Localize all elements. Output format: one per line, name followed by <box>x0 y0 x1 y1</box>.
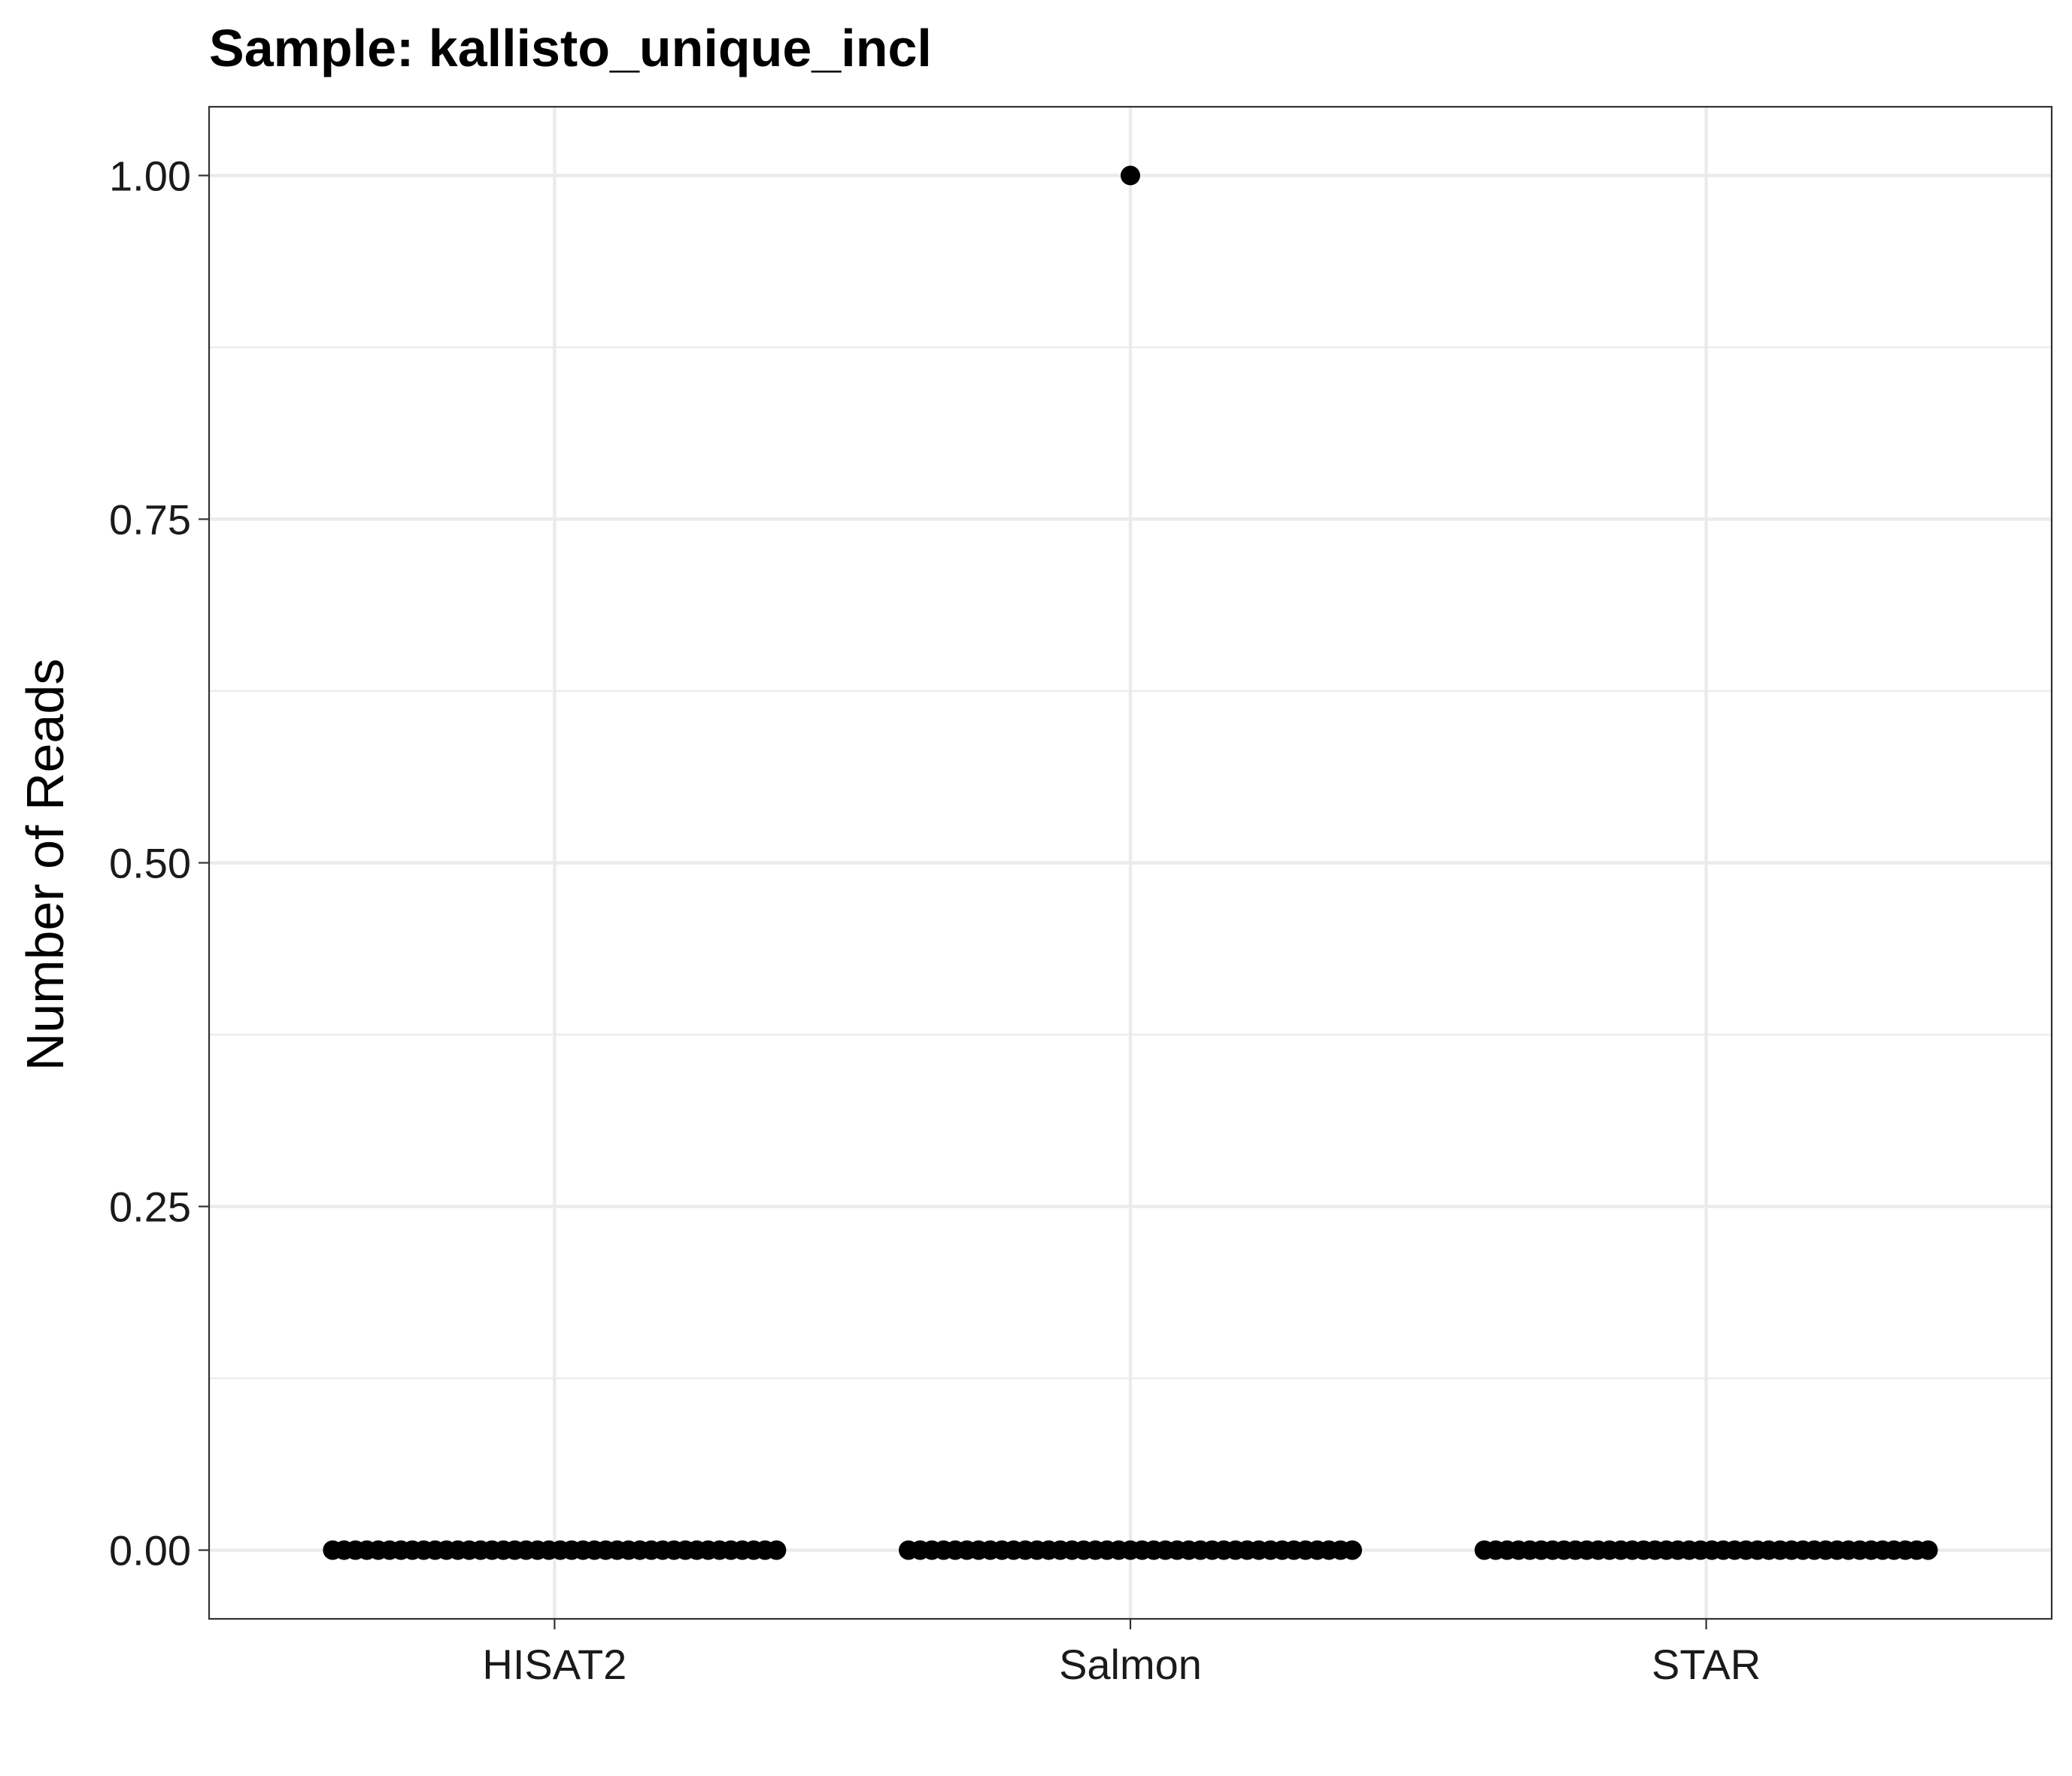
major-gridlines <box>209 107 2052 1619</box>
y-tick-label: 0.00 <box>109 1527 191 1574</box>
x-tick-label: STAR <box>1652 1641 1761 1688</box>
x-axis: HISAT2 Salmon STAR <box>482 1619 1761 1688</box>
data-point <box>1342 1540 1362 1560</box>
data-point <box>1121 165 1140 186</box>
chart-title: Sample: kallisto_unique_incl <box>209 19 932 77</box>
y-tick-label: 0.75 <box>109 496 191 543</box>
y-axis: 0.00 0.25 0.50 0.75 1.00 <box>109 152 209 1574</box>
x-tick-label: HISAT2 <box>482 1641 626 1688</box>
x-tick-label: Salmon <box>1059 1641 1202 1688</box>
y-tick-label: 1.00 <box>109 152 191 199</box>
data-points <box>323 165 1938 1560</box>
y-tick-label: 0.25 <box>109 1183 191 1231</box>
y-tick-label: 0.50 <box>109 840 191 887</box>
data-point <box>1918 1540 1938 1560</box>
y-axis-title: Number of Reads <box>16 659 74 1071</box>
data-point <box>766 1540 787 1560</box>
